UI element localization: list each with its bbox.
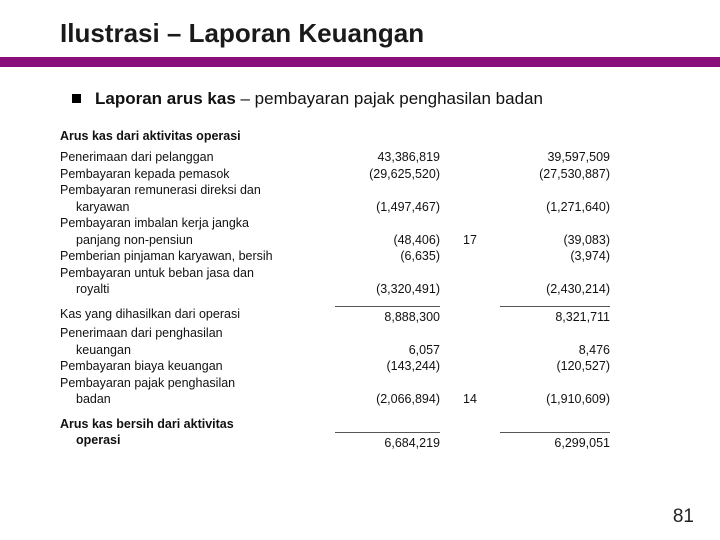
cashflow-table: Arus kas dari aktivitas operasi Penerima… xyxy=(0,125,720,452)
row-col-note xyxy=(440,248,500,265)
table-row: badan(2,066,894)14(1,910,609) xyxy=(60,391,680,408)
bullet-item: Laporan arus kas – pembayaran pajak peng… xyxy=(0,67,720,125)
row-col-a: (6,635) xyxy=(335,248,440,265)
row-col-a xyxy=(335,265,440,282)
row-col-note xyxy=(440,199,500,216)
row-col-b: (120,527) xyxy=(500,358,610,375)
row-desc: panjang non-pensiun xyxy=(60,232,335,249)
title-underline xyxy=(0,57,720,67)
row-col-a: (1,497,467) xyxy=(335,199,440,216)
row-col-b: (3,974) xyxy=(500,248,610,265)
table-row: Pemberian pinjaman karyawan, bersih(6,63… xyxy=(60,248,680,265)
row-col-b xyxy=(500,215,610,232)
row-col-a: (143,244) xyxy=(335,358,440,375)
row-col-note xyxy=(440,215,500,232)
table-row: royalti(3,320,491) (2,430,214) xyxy=(60,281,680,298)
total-label-2: operasi xyxy=(60,432,335,452)
row-desc: Penerimaan dari penghasilan xyxy=(60,325,335,342)
total-col-b: 6,299,051 xyxy=(500,432,610,452)
row-col-b: (1,910,609) xyxy=(500,391,610,408)
row-desc: Pembayaran biaya keuangan xyxy=(60,358,335,375)
bullet-text: Laporan arus kas – pembayaran pajak peng… xyxy=(95,89,543,109)
row-col-b: (39,083) xyxy=(500,232,610,249)
table-row: Pembayaran remunerasi direksi dan xyxy=(60,182,680,199)
row-col-note xyxy=(440,325,500,342)
table-row: panjang non-pensiun(48,406)17(39,083) xyxy=(60,232,680,249)
row-col-a xyxy=(335,325,440,342)
table-row: Penerimaan dari penghasilan xyxy=(60,325,680,342)
row-col-note xyxy=(440,149,500,166)
row-col-a: (29,625,520) xyxy=(335,166,440,183)
row-col-a xyxy=(335,375,440,392)
table-row: keuangan6,057 8,476 xyxy=(60,342,680,359)
row-col-a xyxy=(335,182,440,199)
total-label-1: Arus kas bersih dari aktivitas xyxy=(60,416,335,433)
row-col-a: (48,406) xyxy=(335,232,440,249)
row-desc: keuangan xyxy=(60,342,335,359)
row-col-b: 39,597,509 xyxy=(500,149,610,166)
row-col-a: 43,386,819 xyxy=(335,149,440,166)
row-col-note xyxy=(440,281,500,298)
total-row-header: Arus kas bersih dari aktivitas xyxy=(60,416,680,433)
table-row: karyawan(1,497,467) (1,271,640) xyxy=(60,199,680,216)
row-col-b xyxy=(500,182,610,199)
row-col-a: (3,320,491) xyxy=(335,281,440,298)
row-col-b xyxy=(500,375,610,392)
row-col-a: 6,057 xyxy=(335,342,440,359)
row-col-b: (1,271,640) xyxy=(500,199,610,216)
row-col-b: (27,530,887) xyxy=(500,166,610,183)
row-desc: Pembayaran kepada pemasok xyxy=(60,166,335,183)
row-desc: Pembayaran pajak penghasilan xyxy=(60,375,335,392)
row-col-note xyxy=(440,358,500,375)
row-desc: Pembayaran remunerasi direksi dan xyxy=(60,182,335,199)
row-col-note xyxy=(440,182,500,199)
row-col-note xyxy=(440,166,500,183)
row-col-a xyxy=(335,215,440,232)
row-col-note xyxy=(440,306,500,326)
total-row: operasi 6,684,219 6,299,051 xyxy=(60,432,680,452)
table-row: Pembayaran kepada pemasok(29,625,520) (27… xyxy=(60,166,680,183)
row-col-note: 14 xyxy=(440,391,500,408)
row-col-note xyxy=(440,342,500,359)
row-desc: badan xyxy=(60,391,335,408)
row-col-a: (2,066,894) xyxy=(335,391,440,408)
bullet-bold: Laporan arus kas xyxy=(95,89,236,108)
total-col-n xyxy=(440,432,500,452)
row-col-b xyxy=(500,325,610,342)
row-col-b xyxy=(500,265,610,282)
slide-title: Ilustrasi – Laporan Keuangan xyxy=(0,18,720,57)
table-row: Pembayaran biaya keuangan(143,244) (120,5… xyxy=(60,358,680,375)
row-col-b: 8,321,711 xyxy=(500,306,610,326)
bullet-square-icon xyxy=(72,94,81,103)
row-desc: Kas yang dihasilkan dari operasi xyxy=(60,306,335,326)
bullet-rest: – pembayaran pajak penghasilan badan xyxy=(236,89,543,108)
table-row: Pembayaran pajak penghasilan xyxy=(60,375,680,392)
total-col-a: 6,684,219 xyxy=(335,432,440,452)
page-number: 81 xyxy=(673,506,694,528)
row-desc: Pembayaran imbalan kerja jangka xyxy=(60,215,335,232)
row-desc: royalti xyxy=(60,281,335,298)
row-desc: Pembayaran untuk beban jasa dan xyxy=(60,265,335,282)
section-header: Arus kas dari aktivitas operasi xyxy=(60,125,680,149)
row-col-note xyxy=(440,375,500,392)
table-row: Pembayaran imbalan kerja jangka xyxy=(60,215,680,232)
row-col-a: 8,888,300 xyxy=(335,306,440,326)
table-row: Penerimaan dari pelanggan43,386,819 39,59… xyxy=(60,149,680,166)
row-col-b: (2,430,214) xyxy=(500,281,610,298)
row-desc: Pemberian pinjaman karyawan, bersih xyxy=(60,248,335,265)
row-col-note: 17 xyxy=(440,232,500,249)
row-desc: karyawan xyxy=(60,199,335,216)
row-desc: Penerimaan dari pelanggan xyxy=(60,149,335,166)
row-col-b: 8,476 xyxy=(500,342,610,359)
table-row: Kas yang dihasilkan dari operasi8,888,30… xyxy=(60,306,680,326)
row-col-note xyxy=(440,265,500,282)
table-row: Pembayaran untuk beban jasa dan xyxy=(60,265,680,282)
